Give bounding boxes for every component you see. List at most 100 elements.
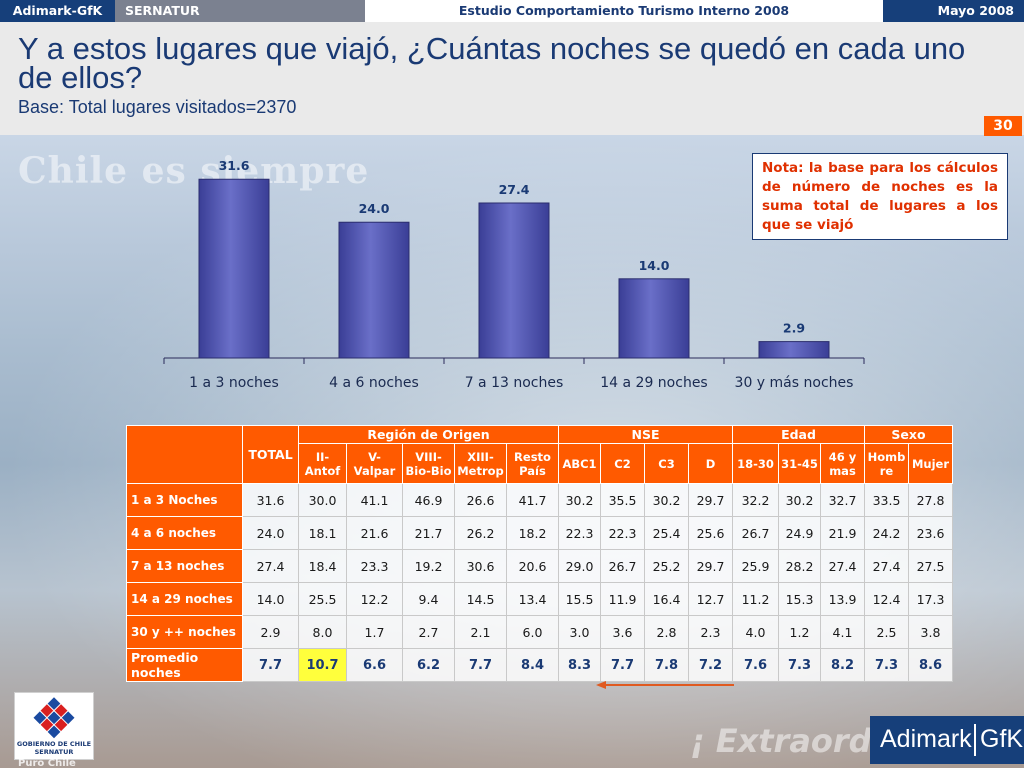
table-cell: 4.0 [732,615,779,649]
table-cell: 35.5 [600,483,645,517]
page-subtitle: Base: Total lugares visitados=2370 [18,97,297,117]
table-cell: 31.6 [242,483,299,517]
title-area [0,22,1024,135]
column-header: Homb re [864,443,909,484]
table-row: 7 a 13 noches 27.4 18.4 23.3 19.2 30.6 20.6 29.… [126,549,953,583]
left-arrow-icon [596,681,734,689]
average-cell: 7.8 [644,648,689,682]
column-header: XIII- Metrop [454,443,507,484]
total-header: TOTAL [242,425,299,484]
table-cell: 27.4 [820,549,865,583]
table-cell: 29.0 [558,549,601,583]
table-cell: 25.5 [298,582,347,616]
group-header: Sexo [864,425,953,444]
gobierno-de-chile-logo: GOBIERNO DE CHILE SERNATUR [14,692,94,760]
average-cell: 8.6 [908,648,953,682]
average-row: Promedio noches 7.7 10.7 6.6 6.2 7.7 8.4 8.3 7.7… [126,648,953,682]
table-cell: 12.7 [688,582,733,616]
column-header: Mujer [908,443,953,484]
average-cell: 7.7 [242,648,299,682]
table-cell: 28.2 [778,549,821,583]
average-cell: 8.2 [820,648,865,682]
table-cell: 21.7 [402,516,455,550]
column-header: Resto País [506,443,559,484]
table-cell: 32.2 [732,483,779,517]
table-cell: 2.3 [688,615,733,649]
average-cell: 7.3 [778,648,821,682]
table-cell: 30.6 [454,549,507,583]
group-header: Región de Origen [298,425,559,444]
table-cell: 17.3 [908,582,953,616]
table-cell: 29.7 [688,549,733,583]
table-cell: 25.4 [644,516,689,550]
table-cell: 6.0 [506,615,559,649]
brand-label: Adimark-GfK [0,0,115,22]
table-cell: 18.1 [298,516,347,550]
gov-logo-line2: SERNATUR [34,748,74,756]
table-cell: 11.2 [732,582,779,616]
table-cell: 4.1 [820,615,865,649]
column-header: D [688,443,733,484]
table-cell: 26.2 [454,516,507,550]
gov-emblem-icon [33,697,75,739]
average-cell: 8.4 [506,648,559,682]
table-cell: 26.7 [600,549,645,583]
column-header: 31-45 [778,443,821,484]
group-header: NSE [558,425,733,444]
table-cell: 12.2 [346,582,403,616]
table-cell: 3.6 [600,615,645,649]
gov-logo-line1: GOBIERNO DE CHILE [16,740,92,748]
table-cell: 1.7 [346,615,403,649]
table-cell: 13.4 [506,582,559,616]
background-watermark-2: ¡ Extraord [690,722,872,760]
table-row: 4 a 6 noches 24.0 18.1 21.6 21.7 26.2 18.2 22.3… [126,516,953,550]
table-cell: 13.9 [820,582,865,616]
table-cell: 1.2 [778,615,821,649]
table-cell: 11.9 [600,582,645,616]
row-label: 7 a 13 noches [126,549,243,583]
note-box: Nota: la base para los cálculos de númer… [752,153,1008,240]
gfk-logo-text: GfK [980,725,1024,753]
table-cell: 14.5 [454,582,507,616]
date-label: Mayo 2008 [883,0,1024,22]
row-label: 14 a 29 noches [126,582,243,616]
table-cell: 25.9 [732,549,779,583]
table-cell: 30.2 [558,483,601,517]
table-cell: 23.6 [908,516,953,550]
column-header: 46 y mas [820,443,865,484]
adimark-gfk-logo: Adimark GfK [870,716,1024,764]
table-cell: 3.8 [908,615,953,649]
table-cell: 9.4 [402,582,455,616]
table-cell: 27.8 [908,483,953,517]
row-label: 1 a 3 Noches [126,483,243,517]
adimark-logo-text: Adimark [880,725,972,753]
group-header: Edad [732,425,865,444]
logo-separator [974,724,976,756]
table-cell: 27.5 [908,549,953,583]
column-header: ABC1 [558,443,601,484]
table-cell: 41.7 [506,483,559,517]
table-cell: 30.0 [298,483,347,517]
table-row: 14 a 29 noches 14.0 25.5 12.2 9.4 14.5 13.4 15.… [126,582,953,616]
average-cell: 6.2 [402,648,455,682]
table-cell: 8.0 [298,615,347,649]
table-row: 1 a 3 Noches 31.6 30.0 41.1 46.9 26.6 41.7 30.2… [126,483,953,517]
column-header: C2 [600,443,645,484]
data-table: TOTAL Región de Origen NSE Edad Sexo II- Anto… [126,425,953,682]
table-cell: 2.5 [864,615,909,649]
table-cell: 22.3 [558,516,601,550]
row-label: 4 a 6 noches [126,516,243,550]
table-cell: 21.6 [346,516,403,550]
table-cell: 23.3 [346,549,403,583]
table-cell: 30.2 [778,483,821,517]
highlighted-average-cell: 10.7 [298,648,347,682]
table-cell: 15.5 [558,582,601,616]
table-cell: 12.4 [864,582,909,616]
table-cell: 24.9 [778,516,821,550]
table-cell: 16.4 [644,582,689,616]
top-bar: Adimark-GfK SERNATUR Estudio Comportamie… [0,0,1024,22]
table-cell: 15.3 [778,582,821,616]
average-cell: 8.3 [558,648,601,682]
table-cell: 25.6 [688,516,733,550]
study-label: Estudio Comportamiento Turismo Interno 2… [365,0,883,22]
